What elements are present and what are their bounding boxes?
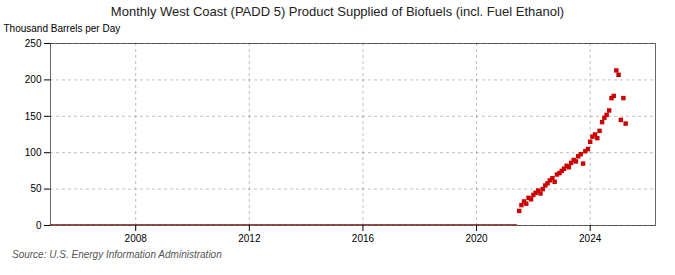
html-text:Source: U.S. Energy Informatio: Source: U.S. Energy Information Administ…: [12, 249, 222, 260]
svg-text:Thousand Barrels per Day: Thousand Barrels per Day: [4, 23, 121, 34]
svg-text:100: 100: [25, 147, 42, 158]
svg-text:200: 200: [25, 74, 42, 85]
svg-text:250: 250: [25, 38, 42, 49]
svg-text:2020: 2020: [465, 233, 488, 244]
svg-text:2016: 2016: [352, 233, 375, 244]
svg-text:2012: 2012: [238, 233, 261, 244]
svg-text:0: 0: [36, 220, 42, 231]
svg-text:2024: 2024: [579, 233, 602, 244]
svg-text:150: 150: [25, 111, 42, 122]
svg-text:50: 50: [30, 183, 42, 194]
svg-text:2008: 2008: [125, 233, 148, 244]
html-text:Monthly West Coast (PADD 5) Pr: Monthly West Coast (PADD 5) Product Supp…: [110, 4, 565, 19]
